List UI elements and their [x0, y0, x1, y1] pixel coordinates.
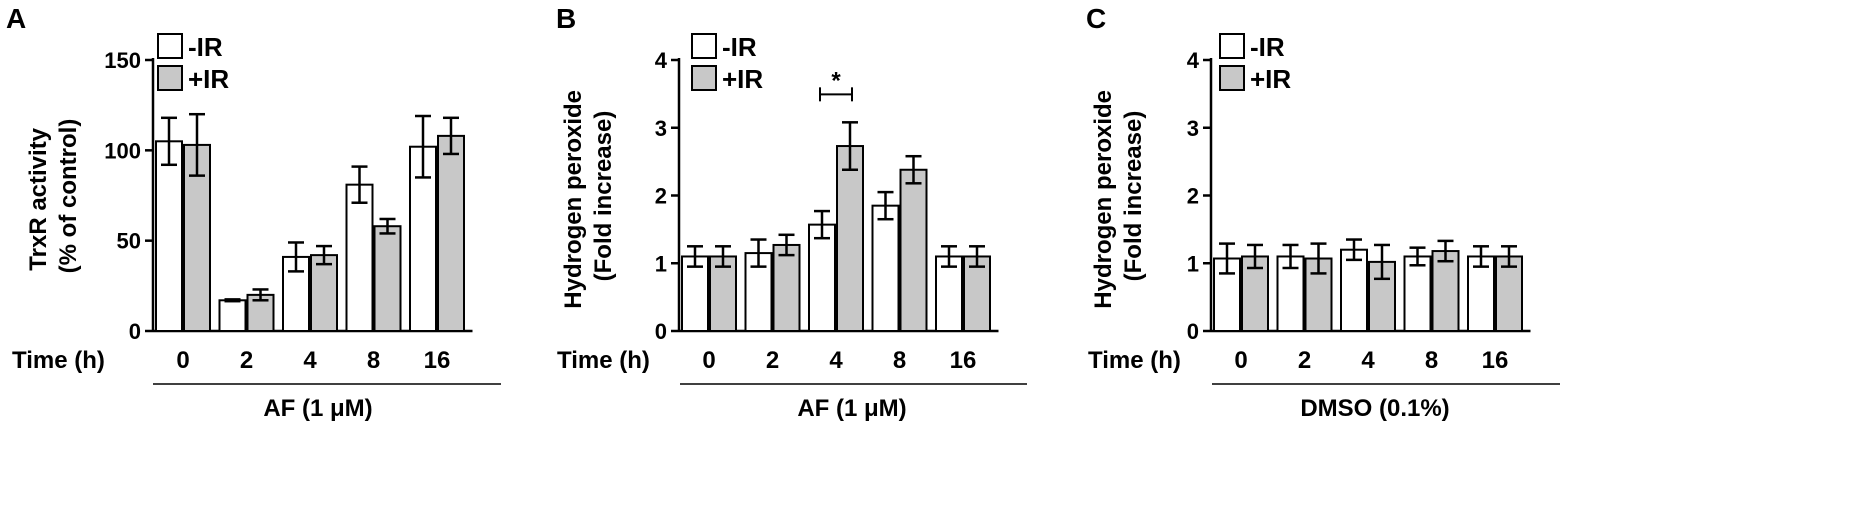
y-tick-label: 4	[1187, 48, 1200, 73]
legend-label-minus-ir: -IR	[188, 32, 223, 62]
legend-label-minus-ir: -IR	[1250, 32, 1285, 62]
y-tick-label: 0	[129, 319, 141, 344]
bar	[1340, 248, 1368, 332]
y-axis-label-line2: (% of control)	[55, 119, 82, 274]
legend-label-plus-ir: +IR	[188, 64, 229, 94]
x-tick-label: 4	[829, 347, 843, 374]
bar	[963, 255, 991, 333]
y-axis-label: Hydrogen peroxide (Fold increase)	[560, 83, 617, 308]
bar	[709, 255, 737, 333]
x-tick-label: 8	[367, 347, 380, 374]
x-tick-label: 2	[1298, 347, 1311, 374]
x-tick-label: 16	[950, 347, 977, 374]
x-tick-label: 4	[303, 347, 317, 374]
x-tick-label: 16	[1482, 347, 1509, 374]
time-axis-label: Time (h)	[1088, 347, 1181, 374]
x-tick-label: 0	[702, 347, 715, 374]
x-tick-label: 8	[893, 347, 906, 374]
panel-b: B Hydrogen peroxide (Fold increase) Time…	[556, 3, 1027, 422]
x-tick-label: 2	[240, 347, 253, 374]
y-tick-label: 1	[1187, 251, 1199, 276]
y-tick-label: 0	[655, 319, 667, 344]
y-tick-label: 3	[1187, 116, 1199, 141]
x-tick-label: 4	[1361, 347, 1375, 374]
bar	[1403, 255, 1432, 333]
panel-letter: A	[6, 3, 26, 34]
bar	[871, 204, 900, 333]
y-tick-label: 1	[655, 251, 667, 276]
legend: -IR +IR	[1219, 32, 1291, 94]
significance-star: *	[831, 67, 841, 94]
panel-c: C Hydrogen peroxide (Fold increase) Time…	[1086, 3, 1560, 422]
y-tick-label: 0	[1187, 319, 1199, 344]
bar	[345, 183, 374, 332]
legend-swatch-minus-ir	[157, 33, 183, 59]
bar	[437, 134, 465, 332]
x-tick-label: 0	[176, 347, 189, 374]
bar	[681, 255, 709, 333]
x-tick-label: 8	[1425, 347, 1438, 374]
treatment-label: DMSO (0.1%)	[1300, 395, 1449, 422]
y-axis-label-line1: TrxR activity	[25, 127, 52, 270]
y-axis-label-line1: Hydrogen peroxide	[560, 90, 587, 309]
y-axis-label-line2: (Fold increase)	[590, 111, 617, 282]
bar	[1213, 257, 1241, 333]
y-axis-label: TrxR activity (% of control)	[25, 119, 82, 274]
y-tick-label: 2	[655, 184, 667, 209]
y-tick-label: 2	[1187, 184, 1199, 209]
bar	[310, 254, 338, 332]
treatment-label: AF (1 μM)	[263, 395, 372, 422]
legend-swatch-minus-ir	[1219, 33, 1245, 59]
y-tick-label: 3	[655, 116, 667, 141]
y-tick-label: 150	[104, 48, 141, 73]
x-tick-label: 16	[424, 347, 451, 374]
legend: -IR +IR	[691, 32, 763, 94]
bar	[218, 299, 247, 332]
bar	[373, 225, 402, 332]
panel-letter: B	[556, 3, 576, 34]
bar	[155, 140, 183, 332]
time-axis-label: Time (h)	[12, 347, 105, 374]
y-axis-label: Hydrogen peroxide (Fold increase)	[1090, 83, 1147, 308]
legend-label-minus-ir: -IR	[722, 32, 757, 62]
bar	[1467, 255, 1495, 333]
legend-swatch-plus-ir	[157, 65, 183, 91]
legend: -IR +IR	[157, 32, 229, 94]
y-tick-label: 50	[117, 229, 141, 254]
y-axis-label-line1: Hydrogen peroxide	[1090, 90, 1117, 309]
time-axis-label: Time (h)	[557, 347, 650, 374]
panel-letter: C	[1086, 3, 1106, 34]
legend-label-plus-ir: +IR	[722, 64, 763, 94]
legend-swatch-plus-ir	[691, 65, 717, 91]
legend-label-plus-ir: +IR	[1250, 64, 1291, 94]
y-tick-label: 4	[655, 48, 668, 73]
treatment-label: AF (1 μM)	[797, 395, 906, 422]
bar	[808, 223, 836, 333]
bar	[772, 243, 801, 333]
x-tick-label: 0	[1234, 347, 1247, 374]
panel-a: A TrxR activity (% of control) Time (h) …	[6, 3, 501, 422]
x-tick-label: 2	[766, 347, 779, 374]
bar	[836, 145, 864, 332]
bar	[1431, 250, 1460, 332]
y-tick-label: 100	[104, 138, 141, 163]
legend-swatch-plus-ir	[1219, 65, 1245, 91]
bar	[899, 168, 928, 332]
y-axis-label-line2: (Fold increase)	[1120, 111, 1147, 282]
legend-swatch-minus-ir	[691, 33, 717, 59]
